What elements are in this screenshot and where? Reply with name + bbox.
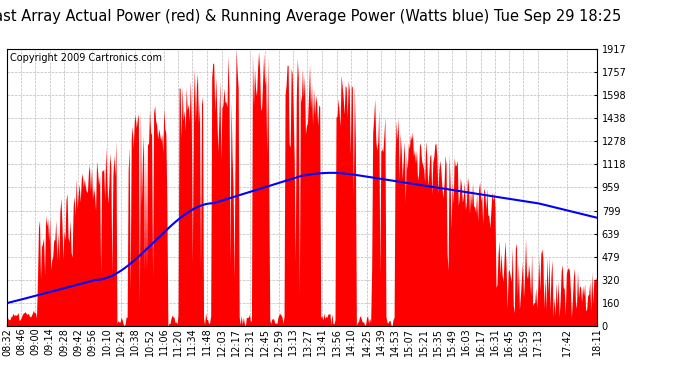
Text: East Array Actual Power (red) & Running Average Power (Watts blue) Tue Sep 29 18: East Array Actual Power (red) & Running …: [0, 9, 622, 24]
Text: Copyright 2009 Cartronics.com: Copyright 2009 Cartronics.com: [10, 53, 162, 63]
